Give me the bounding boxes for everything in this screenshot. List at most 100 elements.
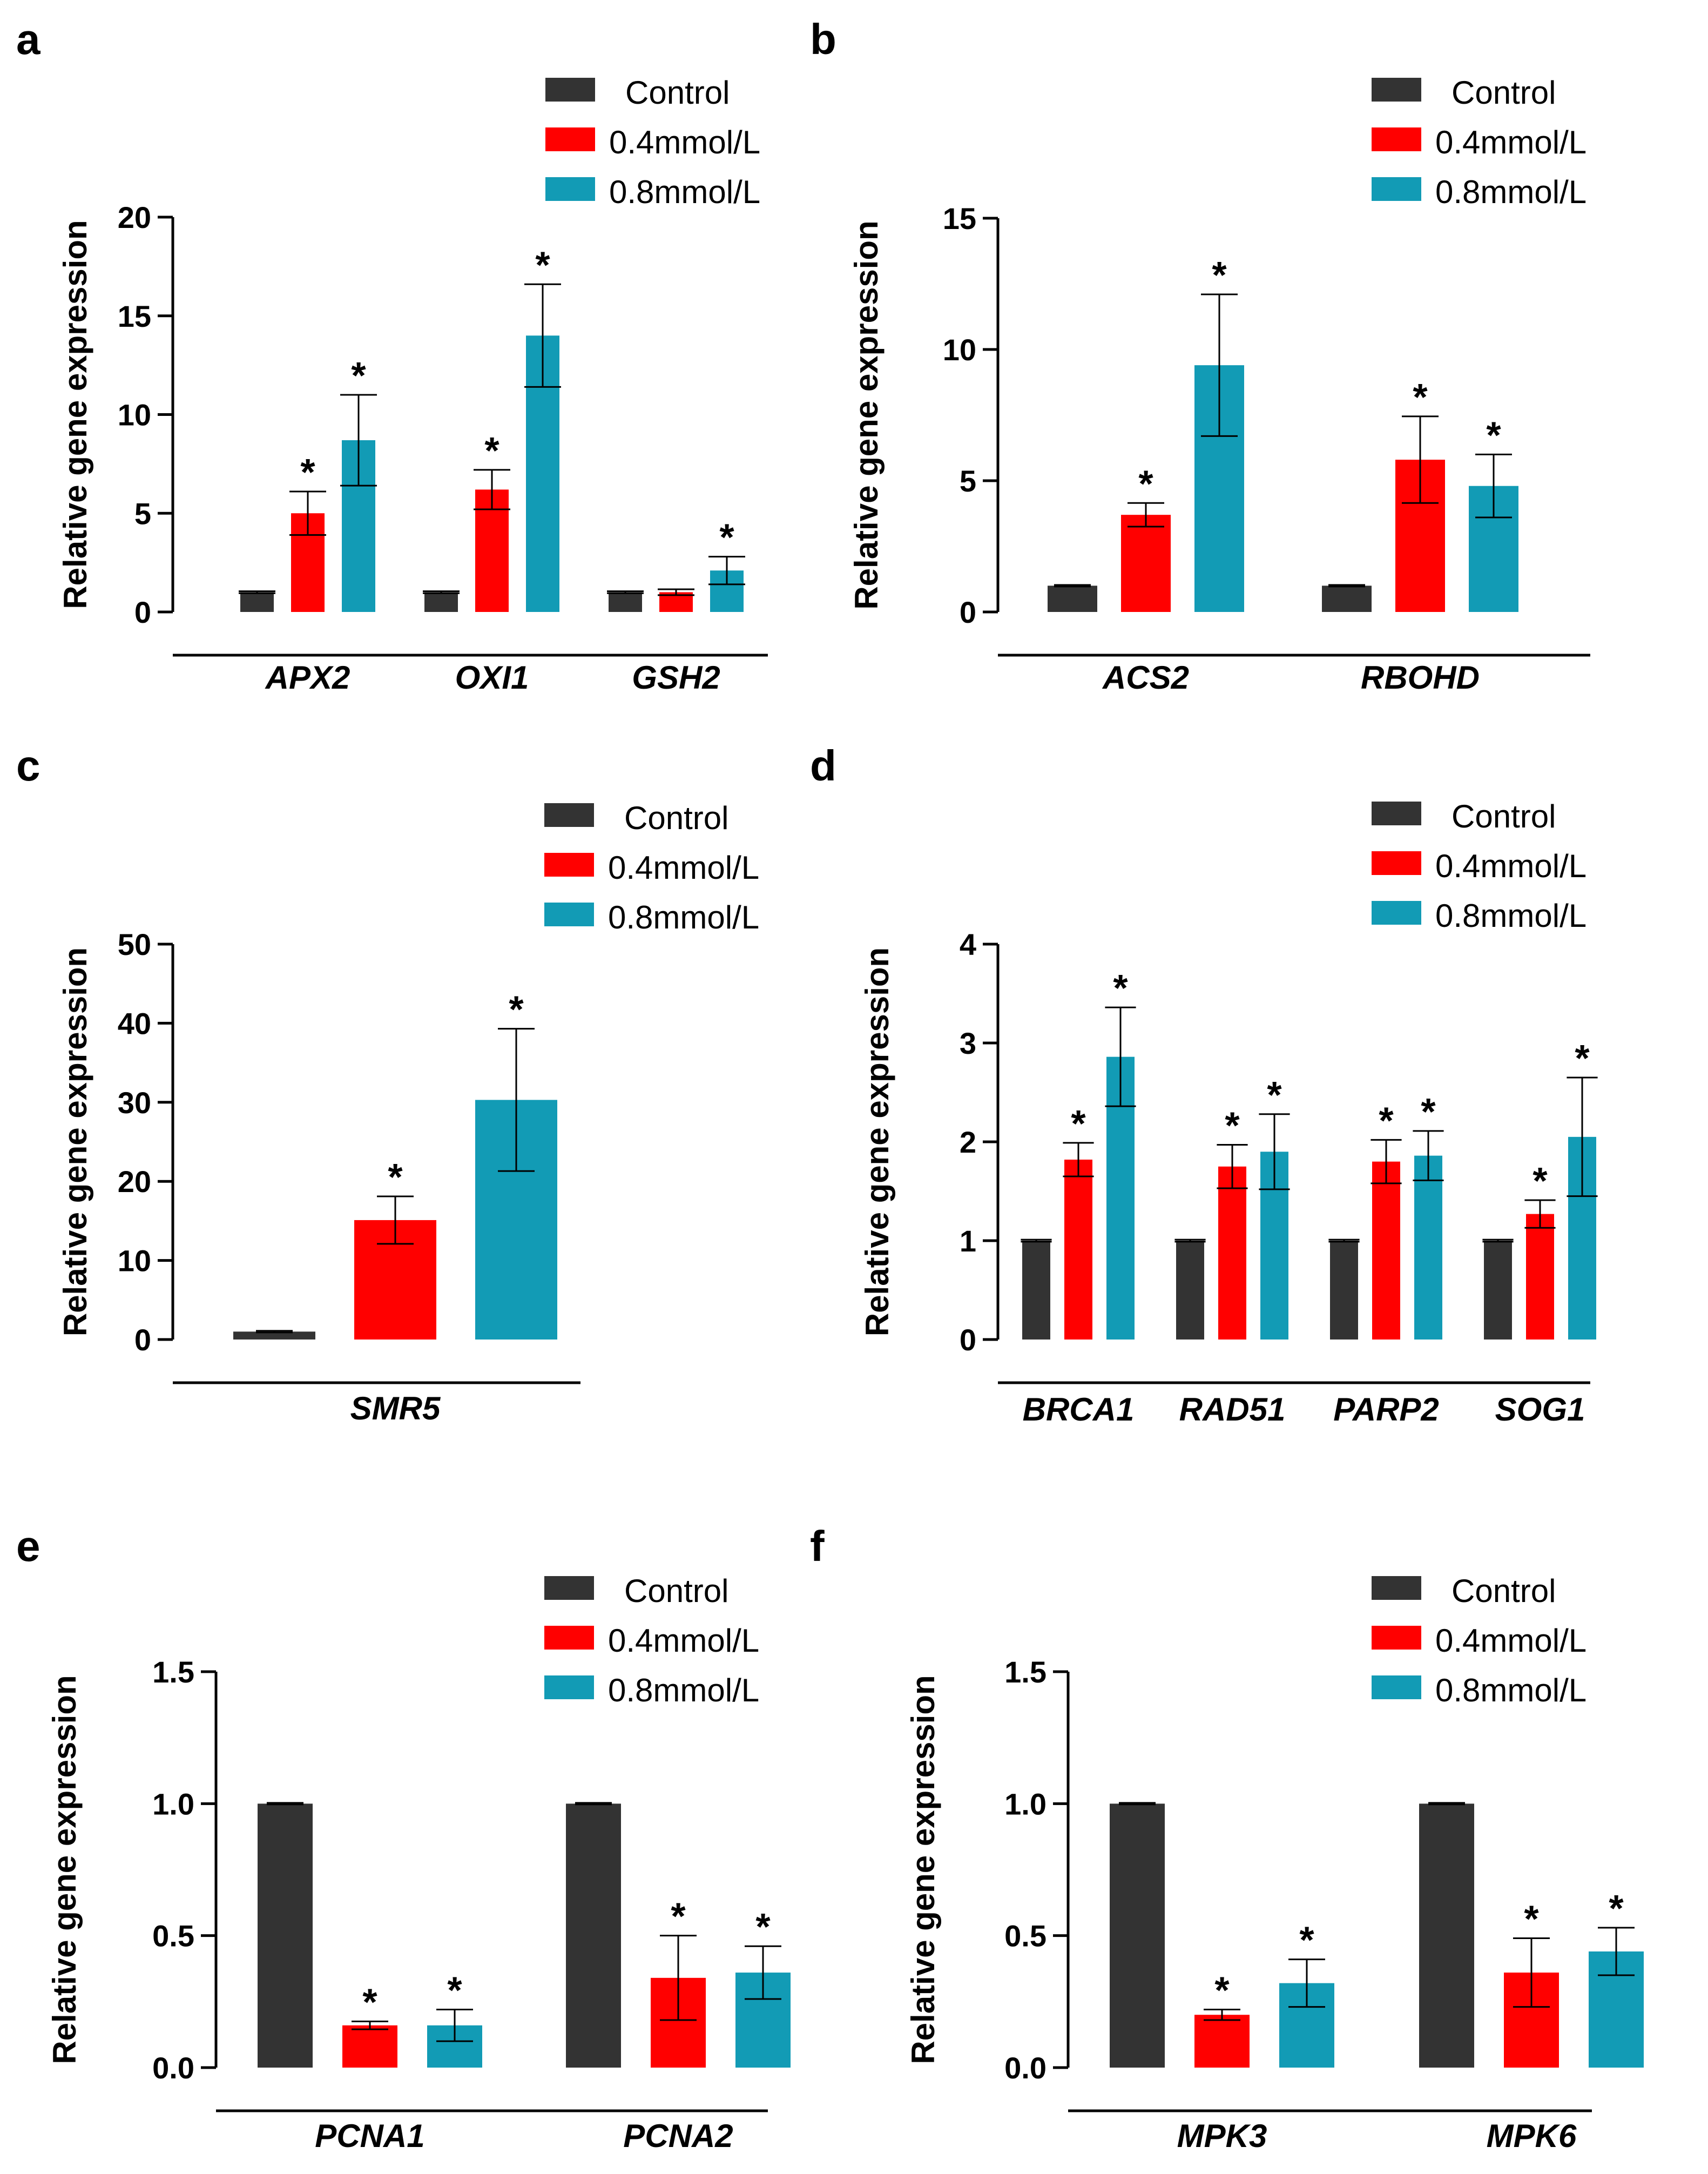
y-tick-label: 20	[118, 200, 151, 234]
category-label: OXI1	[455, 659, 529, 696]
significance-star: *	[1379, 1099, 1394, 1141]
legend-label: Control	[624, 800, 728, 836]
y-tick-label: 50	[118, 927, 151, 961]
panel-d: d 0 1 2 3 4 Relative gene expression * * BRCA1 * * R…	[810, 742, 1598, 1428]
panel-b: b 0 5 10 15 Relative gene expression * * ACS2 * * R…	[810, 15, 1590, 696]
y-tick-label: 20	[118, 1165, 151, 1199]
y-tick-label: 1	[960, 1224, 976, 1258]
y-tick-label: 0	[960, 595, 976, 629]
legend-label: 0.8mmol/L	[1435, 1672, 1587, 1708]
y-tick-label: 0	[960, 1323, 976, 1357]
legend-label: Control	[624, 1573, 728, 1609]
y-tick-label: 3	[960, 1026, 976, 1060]
significance-star: *	[1299, 1919, 1314, 1961]
category-label: BRCA1	[1023, 1391, 1135, 1428]
y-tick-label: 1.0	[152, 1787, 194, 1821]
category-label: ACS2	[1102, 659, 1189, 696]
legend-swatch	[545, 78, 595, 102]
y-axis-title: Relative gene expression	[859, 947, 895, 1336]
y-axis-title: Relative gene expression	[57, 220, 93, 609]
bar-acs2-04mmoll	[1121, 515, 1171, 612]
y-axis-title: Relative gene expression	[57, 947, 93, 1336]
legend-swatch	[1372, 1675, 1421, 1699]
significance-star: *	[362, 1981, 377, 2023]
panel-label: a	[16, 15, 40, 63]
legend-swatch	[544, 853, 594, 877]
y-axis-title: Relative gene expression	[848, 220, 885, 609]
category-label: MPK6	[1487, 2118, 1577, 2154]
legend-label: 0.4mmol/L	[1435, 124, 1587, 160]
category-label: SOG1	[1495, 1391, 1585, 1428]
y-tick-label: 40	[118, 1006, 151, 1040]
significance-star: *	[671, 1895, 686, 1937]
category-label: SMR5	[350, 1390, 441, 1426]
y-tick-label: 5	[134, 496, 151, 530]
y-tick-label: 15	[943, 201, 976, 235]
bar-parp2-04mmoll	[1372, 1161, 1400, 1340]
legend-swatch	[1372, 1576, 1421, 1600]
panel-label: b	[810, 15, 836, 63]
category-label: GSH2	[632, 659, 720, 696]
legend-label: 0.8mmol/L	[1435, 174, 1587, 210]
significance-star: *	[300, 451, 315, 493]
significance-star: *	[388, 1156, 403, 1198]
significance-star: *	[1212, 254, 1227, 296]
bar-parp2-control	[1330, 1241, 1358, 1340]
significance-star: *	[1071, 1102, 1086, 1145]
legend-swatch	[545, 177, 595, 201]
panel-label: d	[810, 742, 836, 790]
legend-swatch	[544, 803, 594, 827]
panel-label: c	[16, 742, 40, 790]
y-tick-label: 5	[960, 464, 976, 498]
significance-star: *	[1533, 1160, 1548, 1202]
legend-swatch	[544, 1626, 594, 1650]
bar-apx2-control	[240, 592, 274, 612]
y-tick-label: 30	[118, 1086, 151, 1120]
bar-mpk3-control	[1110, 1803, 1165, 2068]
panel-f: f 0.0 0.5 1.0 1.5 Relative gene expression * * M…	[810, 1522, 1644, 2154]
bar-oxi1-control	[424, 592, 458, 612]
significance-star: *	[1138, 462, 1153, 504]
legend-label: 0.8mmol/L	[608, 1672, 759, 1708]
legend-swatch	[1372, 851, 1421, 875]
panel-c: c 0 10 20 30 40 50 Relative gene expression * * SM…	[16, 742, 759, 1426]
panel-label: f	[810, 1522, 825, 1570]
bar-rad51-04mmoll	[1218, 1166, 1246, 1340]
y-tick-label: 1.5	[152, 1655, 194, 1689]
legend-swatch	[544, 1576, 594, 1600]
y-axis-title: Relative gene expression	[905, 1675, 941, 2064]
y-tick-label: 10	[943, 333, 976, 367]
bar-mpk6-control	[1419, 1803, 1474, 2068]
category-label: APX2	[265, 659, 350, 696]
panel-label: e	[16, 1522, 40, 1570]
significance-star: *	[719, 516, 734, 558]
legend-label: 0.4mmol/L	[1435, 848, 1587, 884]
y-tick-label: 2	[960, 1125, 976, 1159]
legend-label: 0.8mmol/L	[1435, 898, 1587, 934]
bar-brca1-control	[1022, 1241, 1050, 1340]
legend-swatch	[1372, 78, 1421, 102]
y-tick-label: 10	[118, 1244, 151, 1278]
panel-e: e 0.0 0.5 1.0 1.5 Relative gene expression * * P…	[16, 1522, 791, 2154]
bar-mpk3-04mmoll	[1194, 2015, 1250, 2068]
significance-star: *	[755, 1906, 771, 1948]
significance-star: *	[535, 244, 550, 286]
significance-star: *	[1524, 1898, 1539, 1940]
y-tick-label: 0.0	[152, 2051, 194, 2085]
significance-star: *	[1421, 1091, 1436, 1133]
legend-label: Control	[1452, 75, 1556, 111]
category-label: PARP2	[1333, 1391, 1439, 1428]
legend-label: 0.4mmol/L	[608, 850, 759, 886]
legend-label: Control	[1452, 798, 1556, 834]
legend-swatch	[544, 1675, 594, 1699]
legend-label: 0.4mmol/L	[1435, 1623, 1587, 1659]
y-tick-label: 4	[960, 927, 976, 961]
significance-star: *	[1225, 1104, 1240, 1146]
y-tick-label: 1.0	[1004, 1787, 1047, 1821]
bar-brca1-04mmoll	[1064, 1159, 1092, 1340]
legend-swatch	[1372, 1626, 1421, 1650]
legend-label: 0.8mmol/L	[608, 899, 759, 935]
significance-star: *	[1609, 1887, 1624, 1929]
bar-smr5-control	[233, 1331, 315, 1340]
